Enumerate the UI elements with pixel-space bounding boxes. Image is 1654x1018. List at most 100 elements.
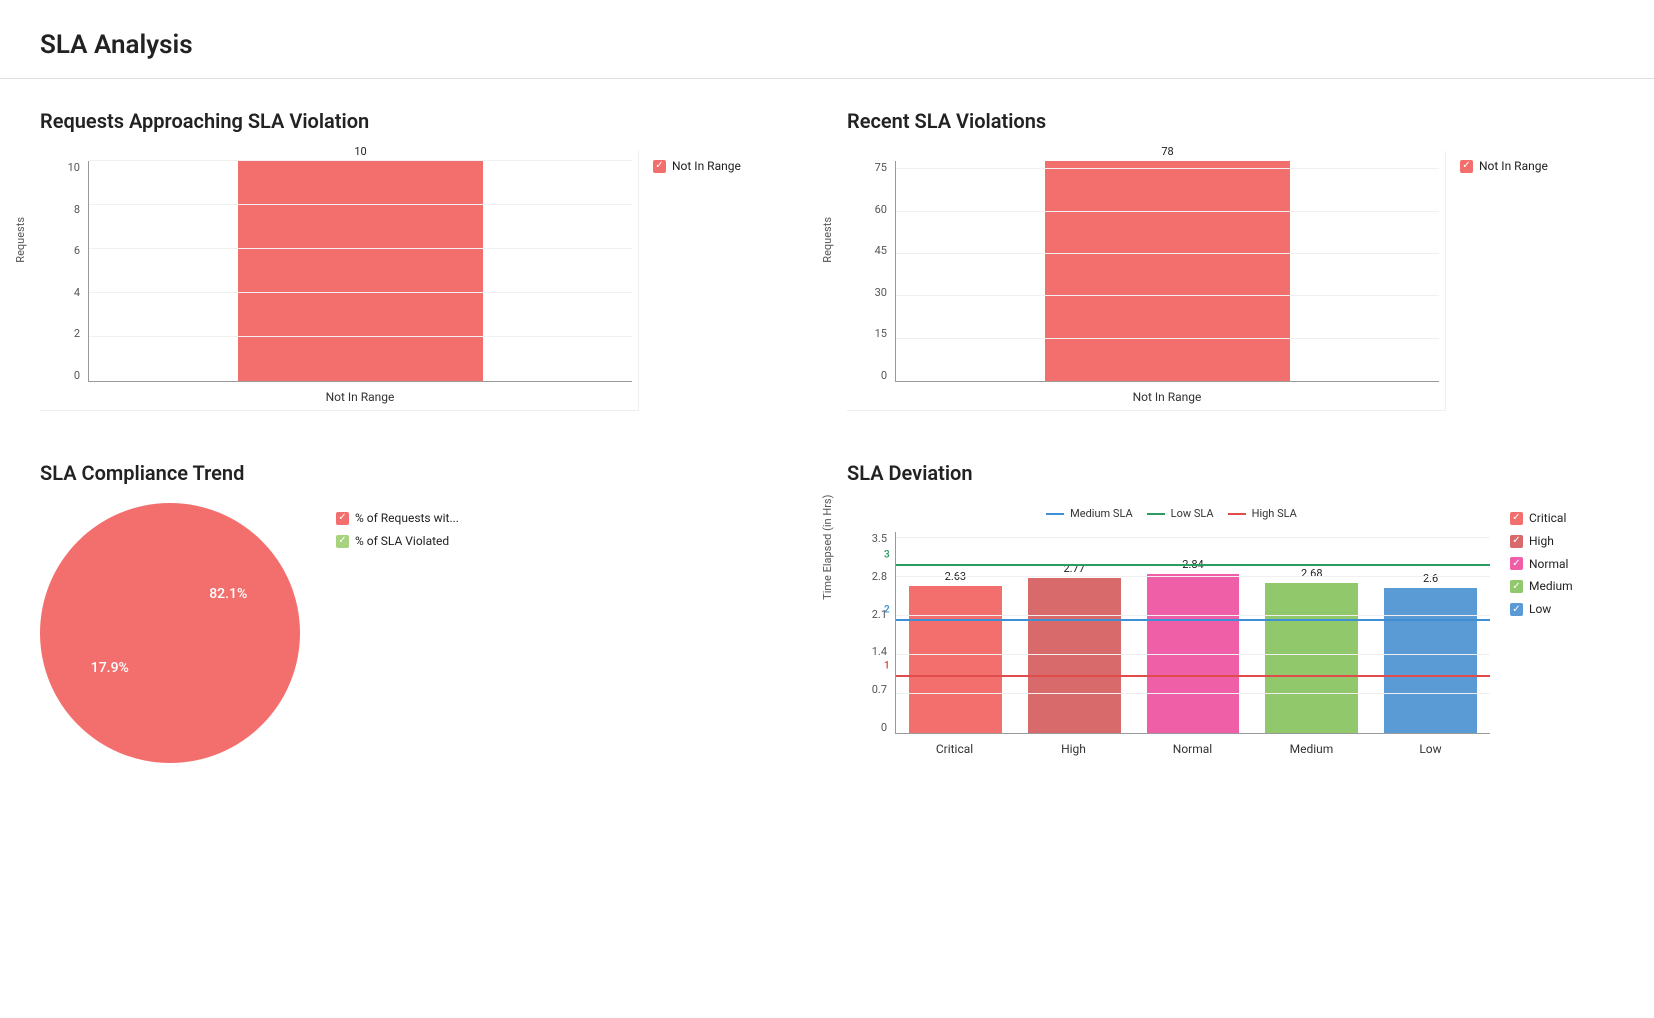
deviation-xcategory: Medium [1252,742,1371,756]
compliance-slice-label: 82.1% [209,586,247,602]
approaching-bar-value: 10 [354,145,366,158]
deviation-reference-label: 2 [884,605,890,616]
approaching-ytick: 0 [40,369,80,382]
deviation-reference-line [896,619,1490,621]
panel-recent: Recent SLA Violations Requests 756045301… [847,109,1614,411]
deviation-bar[interactable]: 2.68 [1265,583,1358,733]
deviation-reference-line [896,675,1490,677]
deviation-legend-item[interactable]: ✓ Normal [1510,553,1608,576]
recent-ytick: 0 [847,369,887,382]
recent-legend-label: Not In Range [1479,155,1548,178]
panel-compliance: SLA Compliance Trend 82.1% 17.9% ✓ % of Re… [40,461,807,763]
approaching-legend: ✓Not In Range [647,151,807,411]
deviation-line-legend-item[interactable]: Medium SLA [1046,507,1133,520]
compliance-legend: ✓ % of Requests wit... ✓ % of SLA Violated [330,503,530,557]
checkbox-icon[interactable]: ✓ [1510,580,1523,593]
checkbox-icon[interactable]: ✓ [1510,557,1523,570]
recent-ytick: 60 [847,203,887,216]
approaching-ytick: 2 [40,327,80,340]
deviation-line-legend-item[interactable]: High SLA [1228,507,1297,520]
recent-ytick: 45 [847,244,887,257]
deviation-bar[interactable]: 2.63 [909,586,1002,733]
deviation-xcategory: High [1014,742,1133,756]
approaching-chart: Requests 1086420 10 Not In Range [40,151,639,411]
deviation-bar-value: 2.6 [1423,572,1438,585]
approaching-legend-item[interactable]: ✓Not In Range [653,155,801,178]
deviation-reference-line [896,564,1490,566]
deviation-chart: Time Elapsed (in Hrs) 3.52.82.11.40.70 2… [847,522,1496,762]
deviation-ytick: 2.8 [847,570,887,583]
checkbox-icon[interactable]: ✓ [336,535,349,548]
panel-deviation-title: SLA Deviation [847,461,1614,485]
deviation-ytick: 0 [847,721,887,734]
deviation-legend-label: Normal [1529,553,1568,576]
deviation-legend-label: Medium [1529,575,1573,598]
deviation-legend-item[interactable]: ✓ Low [1510,598,1608,621]
line-icon [1046,513,1064,515]
recent-legend-item[interactable]: ✓ Not In Range [1460,155,1608,178]
approaching-xcategory: Not In Range [88,390,632,404]
approaching-ytick: 6 [40,244,80,257]
recent-bar-value: 78 [1161,145,1173,158]
line-icon [1147,513,1165,515]
compliance-legend-item[interactable]: ✓ % of Requests wit... [336,507,524,530]
recent-ytick: 15 [847,327,887,340]
deviation-xcategory: Critical [895,742,1014,756]
deviation-xcategory: Normal [1133,742,1252,756]
dashboard-grid: Requests Approaching SLA Violation Reque… [0,79,1654,803]
compliance-pie: 82.1% 17.9% [40,503,300,763]
panel-recent-title: Recent SLA Violations [847,109,1614,133]
approaching-ylabel: Requests [14,216,27,262]
deviation-line-legend-label: Low SLA [1171,507,1214,520]
deviation-ytick: 2.1 [847,608,887,621]
checkbox-icon[interactable]: ✓ [1510,535,1523,548]
approaching-bar[interactable]: 10 [238,161,482,381]
recent-ytick: 75 [847,161,887,174]
checkbox-icon[interactable]: ✓ [1510,603,1523,616]
checkbox-icon[interactable]: ✓ [336,512,349,525]
compliance-slice-label: 17.9% [91,660,129,676]
deviation-ytick: 1.4 [847,645,887,658]
deviation-lines-legend: Medium SLA Low SLA High SLA [847,503,1496,522]
recent-bar[interactable]: 78 [1045,161,1289,381]
checkbox-icon[interactable]: ✓ [1460,160,1473,173]
deviation-line-legend-item[interactable]: Low SLA [1147,507,1214,520]
deviation-legend-item[interactable]: ✓ Medium [1510,575,1608,598]
panel-approaching-title: Requests Approaching SLA Violation [40,109,807,133]
approaching-ytick: 10 [40,161,80,174]
compliance-legend-label: % of Requests wit... [355,507,459,530]
deviation-legend: ✓ Critical ✓ High ✓ Normal ✓ Medium ✓ Low [1504,503,1614,762]
deviation-legend-item[interactable]: ✓ High [1510,530,1608,553]
panel-deviation: SLA Deviation Medium SLALow SLAHigh SLA … [847,461,1614,763]
deviation-line-legend-label: Medium SLA [1070,507,1133,520]
deviation-legend-item[interactable]: ✓ Critical [1510,507,1608,530]
deviation-bar-value: 2.68 [1301,567,1322,580]
deviation-bar-value: 2.63 [945,570,966,583]
recent-ylabel: Requests [821,216,834,262]
deviation-xcategory: Low [1371,742,1490,756]
recent-ytick: 30 [847,286,887,299]
compliance-legend-item[interactable]: ✓ % of SLA Violated [336,530,524,553]
deviation-legend-label: High [1529,530,1554,553]
deviation-ytick: 3.5 [847,532,887,545]
compliance-legend-label: % of SLA Violated [355,530,449,553]
recent-xcategory: Not In Range [895,390,1439,404]
deviation-bar[interactable]: 2.77 [1028,578,1121,733]
deviation-bar[interactable]: 2.6 [1384,588,1477,733]
line-icon [1228,513,1246,515]
checkbox-icon[interactable]: ✓ [1510,512,1523,525]
recent-legend: ✓ Not In Range [1454,151,1614,411]
approaching-ytick: 8 [40,203,80,216]
recent-chart: Requests 75604530150 78 Not In Range [847,151,1446,411]
panel-approaching: Requests Approaching SLA Violation Reque… [40,109,807,411]
deviation-line-legend-label: High SLA [1252,507,1297,520]
page-title: SLA Analysis [0,0,1654,79]
checkbox-icon[interactable]: ✓ [653,160,666,173]
deviation-reference-label: 1 [884,661,890,672]
deviation-ylabel: Time Elapsed (in Hrs) [821,495,834,600]
deviation-legend-label: Low [1529,598,1551,621]
deviation-reference-label: 3 [884,549,890,560]
approaching-ytick: 4 [40,286,80,299]
deviation-legend-label: Critical [1529,507,1566,530]
panel-compliance-title: SLA Compliance Trend [40,461,807,485]
